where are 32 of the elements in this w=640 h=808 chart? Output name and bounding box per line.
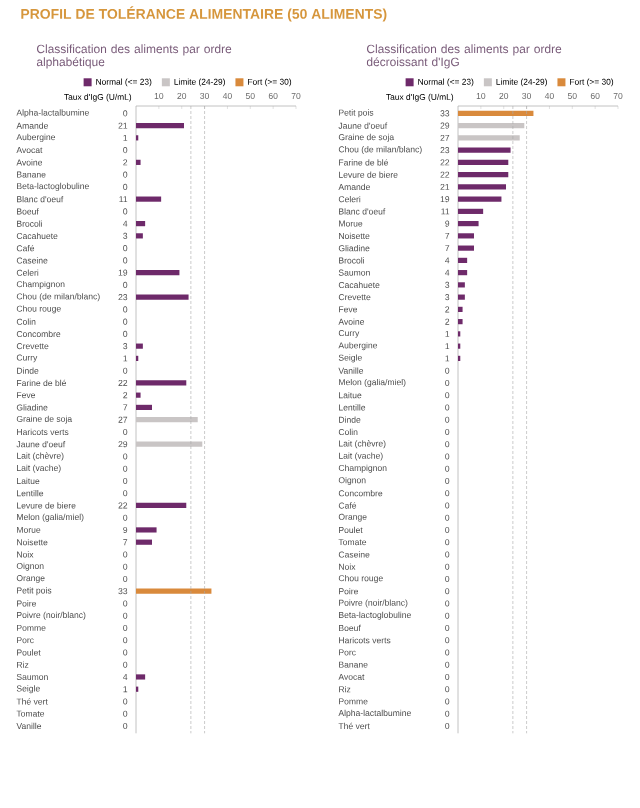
bar <box>458 184 507 190</box>
bar <box>136 588 212 594</box>
bar <box>136 674 146 680</box>
bar <box>458 159 509 165</box>
bar <box>458 221 479 227</box>
bar <box>136 404 152 410</box>
bar <box>458 257 468 263</box>
bar <box>136 527 157 533</box>
bar <box>136 221 146 227</box>
bar <box>136 380 187 386</box>
bar <box>458 172 509 178</box>
bar <box>458 123 525 129</box>
bar <box>458 208 484 214</box>
bar <box>136 123 184 129</box>
bar <box>136 343 143 349</box>
bar <box>458 233 475 239</box>
bar <box>136 539 152 545</box>
bar <box>136 233 143 239</box>
bar <box>458 135 520 141</box>
bar <box>458 270 468 276</box>
bar <box>458 245 475 251</box>
bar <box>136 441 203 447</box>
bar <box>458 147 511 153</box>
bar <box>136 417 198 423</box>
bar <box>458 110 534 116</box>
bar <box>136 294 189 300</box>
bar <box>136 196 162 202</box>
bar <box>458 294 465 300</box>
bar <box>136 502 187 509</box>
bar <box>136 270 180 276</box>
bar <box>458 282 465 288</box>
bar <box>458 196 502 202</box>
